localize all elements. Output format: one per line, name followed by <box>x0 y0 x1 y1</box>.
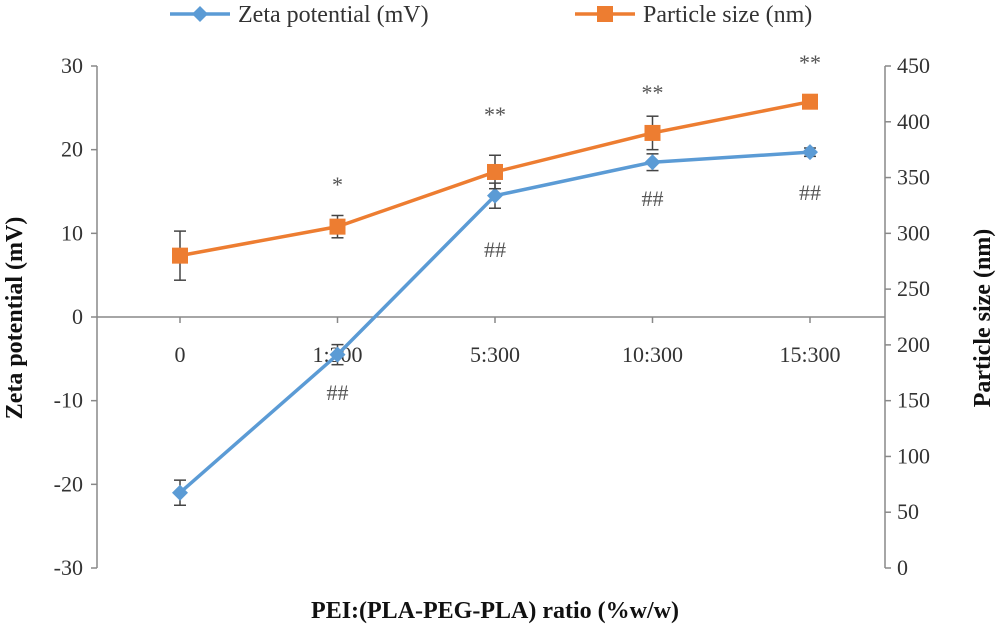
series-diamond <box>172 144 818 506</box>
left-axis-ticks: 30 20 10 0 -10 -20 -30 <box>54 53 97 580</box>
data-point-square <box>329 218 346 235</box>
significance-annotation: ## <box>799 180 821 205</box>
x-tick-label: 5:300 <box>470 342 520 367</box>
data-point-diamond <box>172 484 188 501</box>
data-point-diamond <box>329 346 346 363</box>
annotation-layer: *******###### ## <box>327 50 822 405</box>
significance-annotation: ** <box>799 50 821 75</box>
right-tick-label: 450 <box>897 53 930 78</box>
right-tick-label: 200 <box>897 332 930 357</box>
legend-marker-square <box>597 6 613 22</box>
significance-annotation: ** <box>642 80 664 105</box>
significance-annotation: ** <box>484 102 506 127</box>
legend-marker-diamond <box>192 6 208 22</box>
significance-annotation: ## <box>484 237 506 262</box>
x-tick-label: 10:300 <box>622 342 683 367</box>
data-point-diamond <box>487 187 503 204</box>
significance-annotation: * <box>332 172 343 197</box>
left-tick-label: 20 <box>61 137 83 162</box>
right-tick-label: 150 <box>897 388 930 413</box>
y-axis-title-left: Zeta potential (mV) <box>2 217 28 420</box>
data-point-diamond <box>802 144 818 161</box>
right-tick-label: 400 <box>897 109 930 134</box>
left-tick-label: 10 <box>61 220 83 245</box>
right-tick-label: 0 <box>897 555 908 580</box>
left-tick-label: -30 <box>54 555 83 580</box>
data-point-square <box>644 124 661 141</box>
right-tick-label: 50 <box>897 499 919 524</box>
left-tick-label: 0 <box>72 304 83 329</box>
right-axis-ticks: 450 400 350 300 250 200 150 100 50 0 <box>885 53 930 580</box>
left-tick-label: -20 <box>54 471 83 496</box>
legend-label: Particle size (nm) <box>643 2 812 28</box>
right-tick-label: 300 <box>897 220 930 245</box>
left-tick-label: -10 <box>54 388 83 413</box>
data-point-square <box>802 93 818 110</box>
data-point-square <box>487 163 503 180</box>
significance-annotation: ## <box>327 380 349 405</box>
right-tick-label: 100 <box>897 443 930 468</box>
legend-label: Zeta potential (mV) <box>238 2 429 28</box>
significance-annotation: ## <box>642 186 664 211</box>
right-tick-label: 350 <box>897 165 930 190</box>
series-layer <box>172 93 818 506</box>
legend: Zeta potential (mV) Particle size (nm) <box>170 2 812 28</box>
series-square <box>172 93 818 281</box>
y-axis-title-right: Particle size (nm) <box>970 229 996 408</box>
x-tick-label: 15:300 <box>779 342 840 367</box>
x-tick-label: 0 <box>175 342 186 367</box>
data-point-square <box>172 247 188 264</box>
axes <box>96 66 886 568</box>
x-axis-title: PEI:(PLA-PEG-PLA) ratio (%w/w) <box>311 598 679 624</box>
data-point-diamond <box>644 154 661 171</box>
right-tick-label: 250 <box>897 276 930 301</box>
left-tick-label: 30 <box>61 53 83 78</box>
